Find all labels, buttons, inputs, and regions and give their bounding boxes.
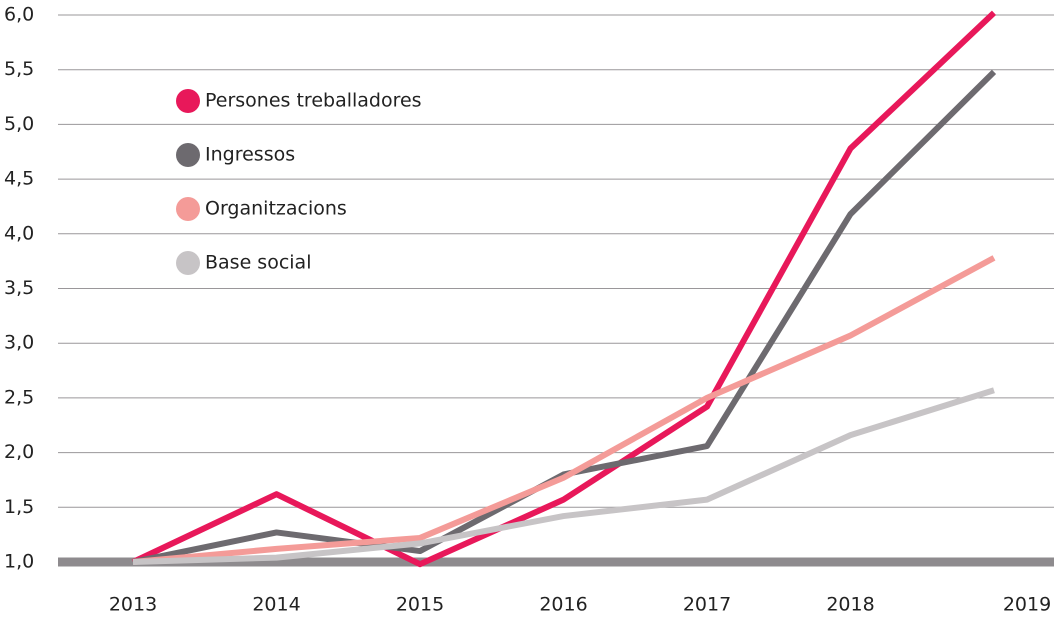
x-tick-label: 2016: [539, 594, 587, 616]
legend-label: Ingressos: [205, 144, 295, 166]
y-tick-label: 1,5: [4, 496, 34, 518]
y-tick-label: 5,5: [4, 58, 34, 80]
series-line: [132, 255, 996, 565]
legend-swatch: [176, 89, 200, 113]
y-tick-label: 2,5: [4, 386, 34, 408]
y-tick-label: 5,0: [4, 113, 34, 135]
legend-swatch: [176, 143, 200, 167]
x-tick-label: 2014: [252, 594, 300, 616]
legend-label: Persones treballadores: [205, 90, 422, 112]
series-line: [132, 387, 995, 565]
y-tick-label: 4,5: [4, 168, 34, 190]
y-tick-label: 6,0: [4, 4, 34, 26]
x-tick-label: 2017: [683, 594, 731, 616]
legend-label: Organitzacions: [205, 198, 347, 220]
y-tick-label: 1,0: [4, 551, 34, 573]
y-tick-label: 4,0: [4, 222, 34, 244]
x-tick-label: 2013: [109, 594, 157, 616]
y-tick-label: 3,0: [4, 332, 34, 354]
y-tick-label: 3,5: [4, 277, 34, 299]
legend-swatch: [176, 197, 200, 221]
series-line: [131, 10, 997, 568]
y-tick-label: 2,0: [4, 441, 34, 463]
legend-swatch: [176, 251, 200, 275]
legend-label: Base social: [205, 252, 311, 274]
x-tick-label: 2019: [1003, 594, 1051, 616]
x-tick-label: 2018: [826, 594, 874, 616]
x-tick-label: 2015: [396, 594, 444, 616]
